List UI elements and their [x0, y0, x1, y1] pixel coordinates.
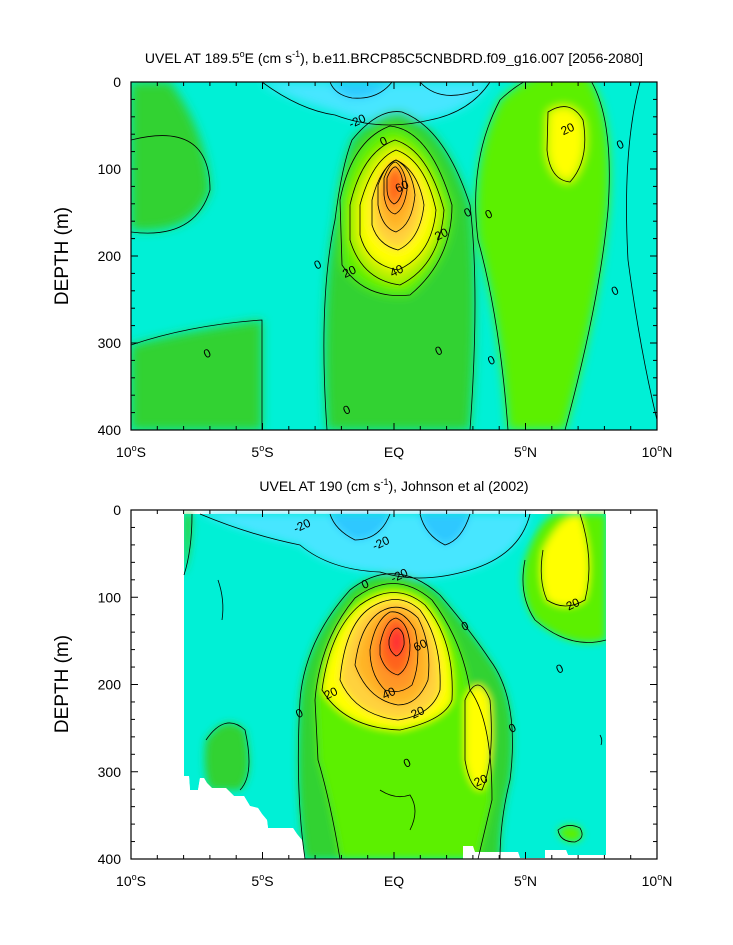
x-tick-label: EQ: [384, 873, 404, 889]
contour-label: -20: [291, 516, 313, 536]
chart-bottom: UVEL AT 190 (cm s-1), Johnson et al (200…: [52, 477, 672, 889]
y-tick-label: 200: [98, 677, 122, 693]
contour-label: 20: [322, 684, 340, 702]
contour-line: [599, 734, 603, 746]
contour-line: [546, 106, 586, 183]
x-tick-label: 10oS: [116, 872, 146, 889]
x-tick-label: EQ: [384, 444, 404, 460]
contour-line: [557, 825, 583, 843]
y-tick-label: 400: [98, 422, 122, 438]
contour-line: [359, 149, 437, 271]
contour-line: [339, 599, 441, 721]
y-tick-label: 200: [98, 248, 122, 264]
contour-label: -20: [388, 565, 410, 585]
y-tick-label: 0: [113, 74, 121, 90]
contour-line: [314, 583, 493, 859]
contour-line: [339, 125, 453, 296]
x-axis-bottom: 10oS 5oS EQ 5oN 10oN: [116, 510, 672, 889]
contour-line: [297, 573, 513, 859]
contour-line: [183, 513, 193, 576]
contour-line: [349, 139, 445, 286]
contour-line: [329, 82, 393, 99]
contour-label: 60: [411, 636, 429, 654]
y-tick-label: 0: [113, 502, 121, 518]
y-tick-label: 300: [98, 335, 122, 351]
contour-line: [199, 513, 531, 579]
x-tick-label: 10oN: [642, 872, 673, 889]
level-region: [547, 106, 585, 182]
contour-line: [379, 789, 416, 831]
contour-line: [388, 627, 405, 657]
contour-line: [369, 611, 419, 693]
y-axis-label-bottom: DEPTH (m): [52, 635, 73, 733]
no-data-mask: [131, 510, 305, 859]
contour-line: [323, 111, 476, 430]
contour-line: [131, 135, 211, 234]
y-axis-bottom: 0 100 200 300 400: [98, 502, 657, 867]
contour-line: [131, 319, 263, 430]
contour-line: [329, 513, 391, 541]
x-tick-label: 5oN: [514, 872, 537, 889]
contour-label: 20: [409, 703, 427, 721]
level-region: [131, 82, 210, 231]
contour-line: [205, 722, 250, 791]
contour-label: -20: [370, 533, 392, 553]
x-axis-top: 10oS 5oS EQ 5oN 10oN: [116, 82, 672, 460]
level-region: [260, 82, 490, 123]
chart-top: UVEL AT 189.5oE (cm s-1), b.e11.BRCP85C5…: [52, 49, 672, 460]
level-region: [204, 722, 249, 790]
contour-line: [464, 684, 492, 791]
contour-label: -20: [346, 111, 368, 131]
contour-label: 40: [380, 684, 398, 702]
y-tick-label: 100: [98, 161, 122, 177]
contour-line: [321, 592, 453, 731]
contour-line: [386, 166, 404, 205]
contour-line: [217, 579, 224, 621]
y-tick-label: 300: [98, 764, 122, 780]
contour-line: [261, 82, 491, 126]
contour-line: [379, 617, 411, 676]
contour-line: [419, 82, 479, 96]
chart-title-top: UVEL AT 189.5oE (cm s-1), b.e11.BRCP85C5…: [145, 49, 643, 66]
contour-line: [354, 606, 430, 706]
x-tick-label: 5oN: [514, 443, 537, 460]
contour-label: 20: [559, 120, 577, 138]
level-region: [558, 825, 583, 842]
level-region: [465, 685, 492, 790]
contour-line: [540, 513, 590, 607]
contour-label: 20: [564, 595, 582, 613]
level-region: [387, 166, 403, 204]
contour-label: 20: [472, 771, 490, 789]
contour-line: [522, 559, 607, 643]
contour-label: 20: [432, 225, 450, 243]
contour-label: 60: [393, 177, 411, 195]
no-data-mask: [463, 510, 657, 859]
x-tick-label: 10oS: [116, 443, 146, 460]
level-region: [184, 514, 192, 575]
y-axis-label-top: DEPTH (m): [52, 207, 73, 305]
level-region: [131, 320, 262, 430]
contour-line: [383, 161, 408, 215]
contour-line: [626, 82, 657, 421]
level-region: [330, 82, 390, 99]
y-tick-label: 400: [98, 851, 122, 867]
y-tick-label: 100: [98, 589, 122, 605]
contour-label: 40: [388, 261, 406, 279]
contour-line: [475, 82, 610, 430]
contour-label: 20: [340, 262, 358, 280]
x-tick-label: 10oN: [642, 443, 673, 460]
chart-title-bottom: UVEL AT 190 (cm s-1), Johnson et al (200…: [259, 477, 528, 494]
level-region: [541, 514, 589, 606]
level-region: [389, 628, 405, 656]
contour-line: [419, 513, 471, 546]
x-tick-label: 5oS: [251, 872, 273, 889]
x-tick-label: 5oS: [251, 443, 273, 460]
y-axis-top: 0 100 200 300 400: [98, 74, 657, 438]
contour-line: [377, 159, 416, 233]
